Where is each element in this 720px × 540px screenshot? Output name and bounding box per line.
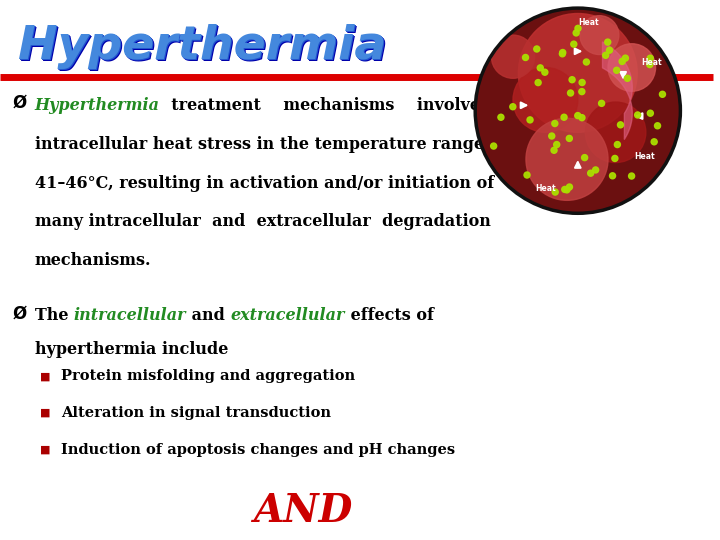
Circle shape <box>510 104 516 110</box>
Text: Induction of apoptosis changes and pH changes: Induction of apoptosis changes and pH ch… <box>61 443 455 457</box>
Circle shape <box>518 14 637 132</box>
Text: Heat: Heat <box>634 152 655 160</box>
Text: effects of: effects of <box>345 307 434 325</box>
Circle shape <box>610 173 616 179</box>
Circle shape <box>527 117 533 123</box>
Circle shape <box>606 47 613 53</box>
Circle shape <box>559 50 566 56</box>
Circle shape <box>579 89 585 94</box>
Circle shape <box>491 35 534 78</box>
Text: ■: ■ <box>40 445 50 455</box>
Text: The: The <box>35 307 73 325</box>
Circle shape <box>490 143 497 149</box>
Circle shape <box>559 51 565 57</box>
Circle shape <box>651 139 657 145</box>
Circle shape <box>567 136 572 141</box>
Circle shape <box>608 44 655 91</box>
Circle shape <box>571 41 577 47</box>
Text: intracellular heat stress in the temperature range of: intracellular heat stress in the tempera… <box>35 136 507 153</box>
Text: Hyperthermia: Hyperthermia <box>18 24 386 69</box>
Circle shape <box>513 68 577 132</box>
Circle shape <box>534 46 540 52</box>
Text: treatment    mechanisms    involve: treatment mechanisms involve <box>160 97 480 114</box>
Text: intracellular: intracellular <box>73 307 186 325</box>
Text: and: and <box>186 307 230 325</box>
Text: Heat: Heat <box>578 18 599 26</box>
Circle shape <box>552 120 558 126</box>
Circle shape <box>582 154 588 160</box>
Text: Heat: Heat <box>535 184 556 193</box>
Circle shape <box>562 186 568 192</box>
Circle shape <box>579 79 585 85</box>
Circle shape <box>523 55 528 60</box>
Circle shape <box>654 123 660 129</box>
Circle shape <box>564 187 570 193</box>
Circle shape <box>549 133 555 139</box>
Text: Hyperthermia: Hyperthermia <box>19 25 387 70</box>
Text: Ø: Ø <box>13 304 27 322</box>
Circle shape <box>618 122 624 128</box>
Circle shape <box>554 141 559 147</box>
Text: Hyperthermia: Hyperthermia <box>19 25 387 70</box>
Circle shape <box>613 68 620 73</box>
Circle shape <box>524 172 530 178</box>
Text: many intracellular  and  extracellular  degradation: many intracellular and extracellular deg… <box>35 213 490 231</box>
Text: Alteration in signal transduction: Alteration in signal transduction <box>61 406 331 420</box>
Text: ■: ■ <box>40 408 50 418</box>
Circle shape <box>575 112 581 119</box>
Circle shape <box>647 62 653 68</box>
Circle shape <box>526 118 608 200</box>
Circle shape <box>498 114 504 120</box>
Circle shape <box>552 189 558 195</box>
Circle shape <box>629 173 634 179</box>
Circle shape <box>588 170 594 176</box>
Text: Heat: Heat <box>641 58 662 66</box>
Circle shape <box>585 102 646 163</box>
Circle shape <box>612 156 618 161</box>
Circle shape <box>535 79 541 86</box>
Circle shape <box>624 75 631 82</box>
Circle shape <box>605 39 611 45</box>
Circle shape <box>579 114 585 121</box>
Text: hyperthermia include: hyperthermia include <box>35 341 228 358</box>
Text: 41–46°C, resulting in activation and/or initiation of: 41–46°C, resulting in activation and/or … <box>35 174 494 192</box>
Circle shape <box>474 7 681 214</box>
Circle shape <box>593 167 598 173</box>
Circle shape <box>537 65 544 71</box>
Circle shape <box>573 30 579 36</box>
Circle shape <box>477 9 679 212</box>
Text: ■: ■ <box>40 372 50 381</box>
Circle shape <box>575 25 581 31</box>
Circle shape <box>569 77 575 83</box>
Circle shape <box>567 184 572 190</box>
Text: Protein misfolding and aggregation: Protein misfolding and aggregation <box>61 369 356 383</box>
Circle shape <box>561 114 567 120</box>
Circle shape <box>551 147 557 153</box>
Circle shape <box>598 100 605 106</box>
Circle shape <box>647 110 653 116</box>
Text: Hyperthermia: Hyperthermia <box>20 26 388 71</box>
Circle shape <box>603 52 608 58</box>
Circle shape <box>567 90 574 96</box>
Text: AND: AND <box>253 492 352 530</box>
Circle shape <box>542 69 548 75</box>
Circle shape <box>614 141 621 147</box>
Text: extracellular: extracellular <box>230 307 345 325</box>
Circle shape <box>647 55 653 61</box>
Text: Hyperthermia: Hyperthermia <box>35 97 160 114</box>
Text: mechanisms.: mechanisms. <box>35 252 151 269</box>
Circle shape <box>634 112 641 118</box>
Text: Ø: Ø <box>13 93 27 112</box>
Circle shape <box>660 91 665 97</box>
Circle shape <box>580 16 618 55</box>
Circle shape <box>619 58 625 64</box>
Circle shape <box>583 59 590 65</box>
Circle shape <box>622 55 629 61</box>
